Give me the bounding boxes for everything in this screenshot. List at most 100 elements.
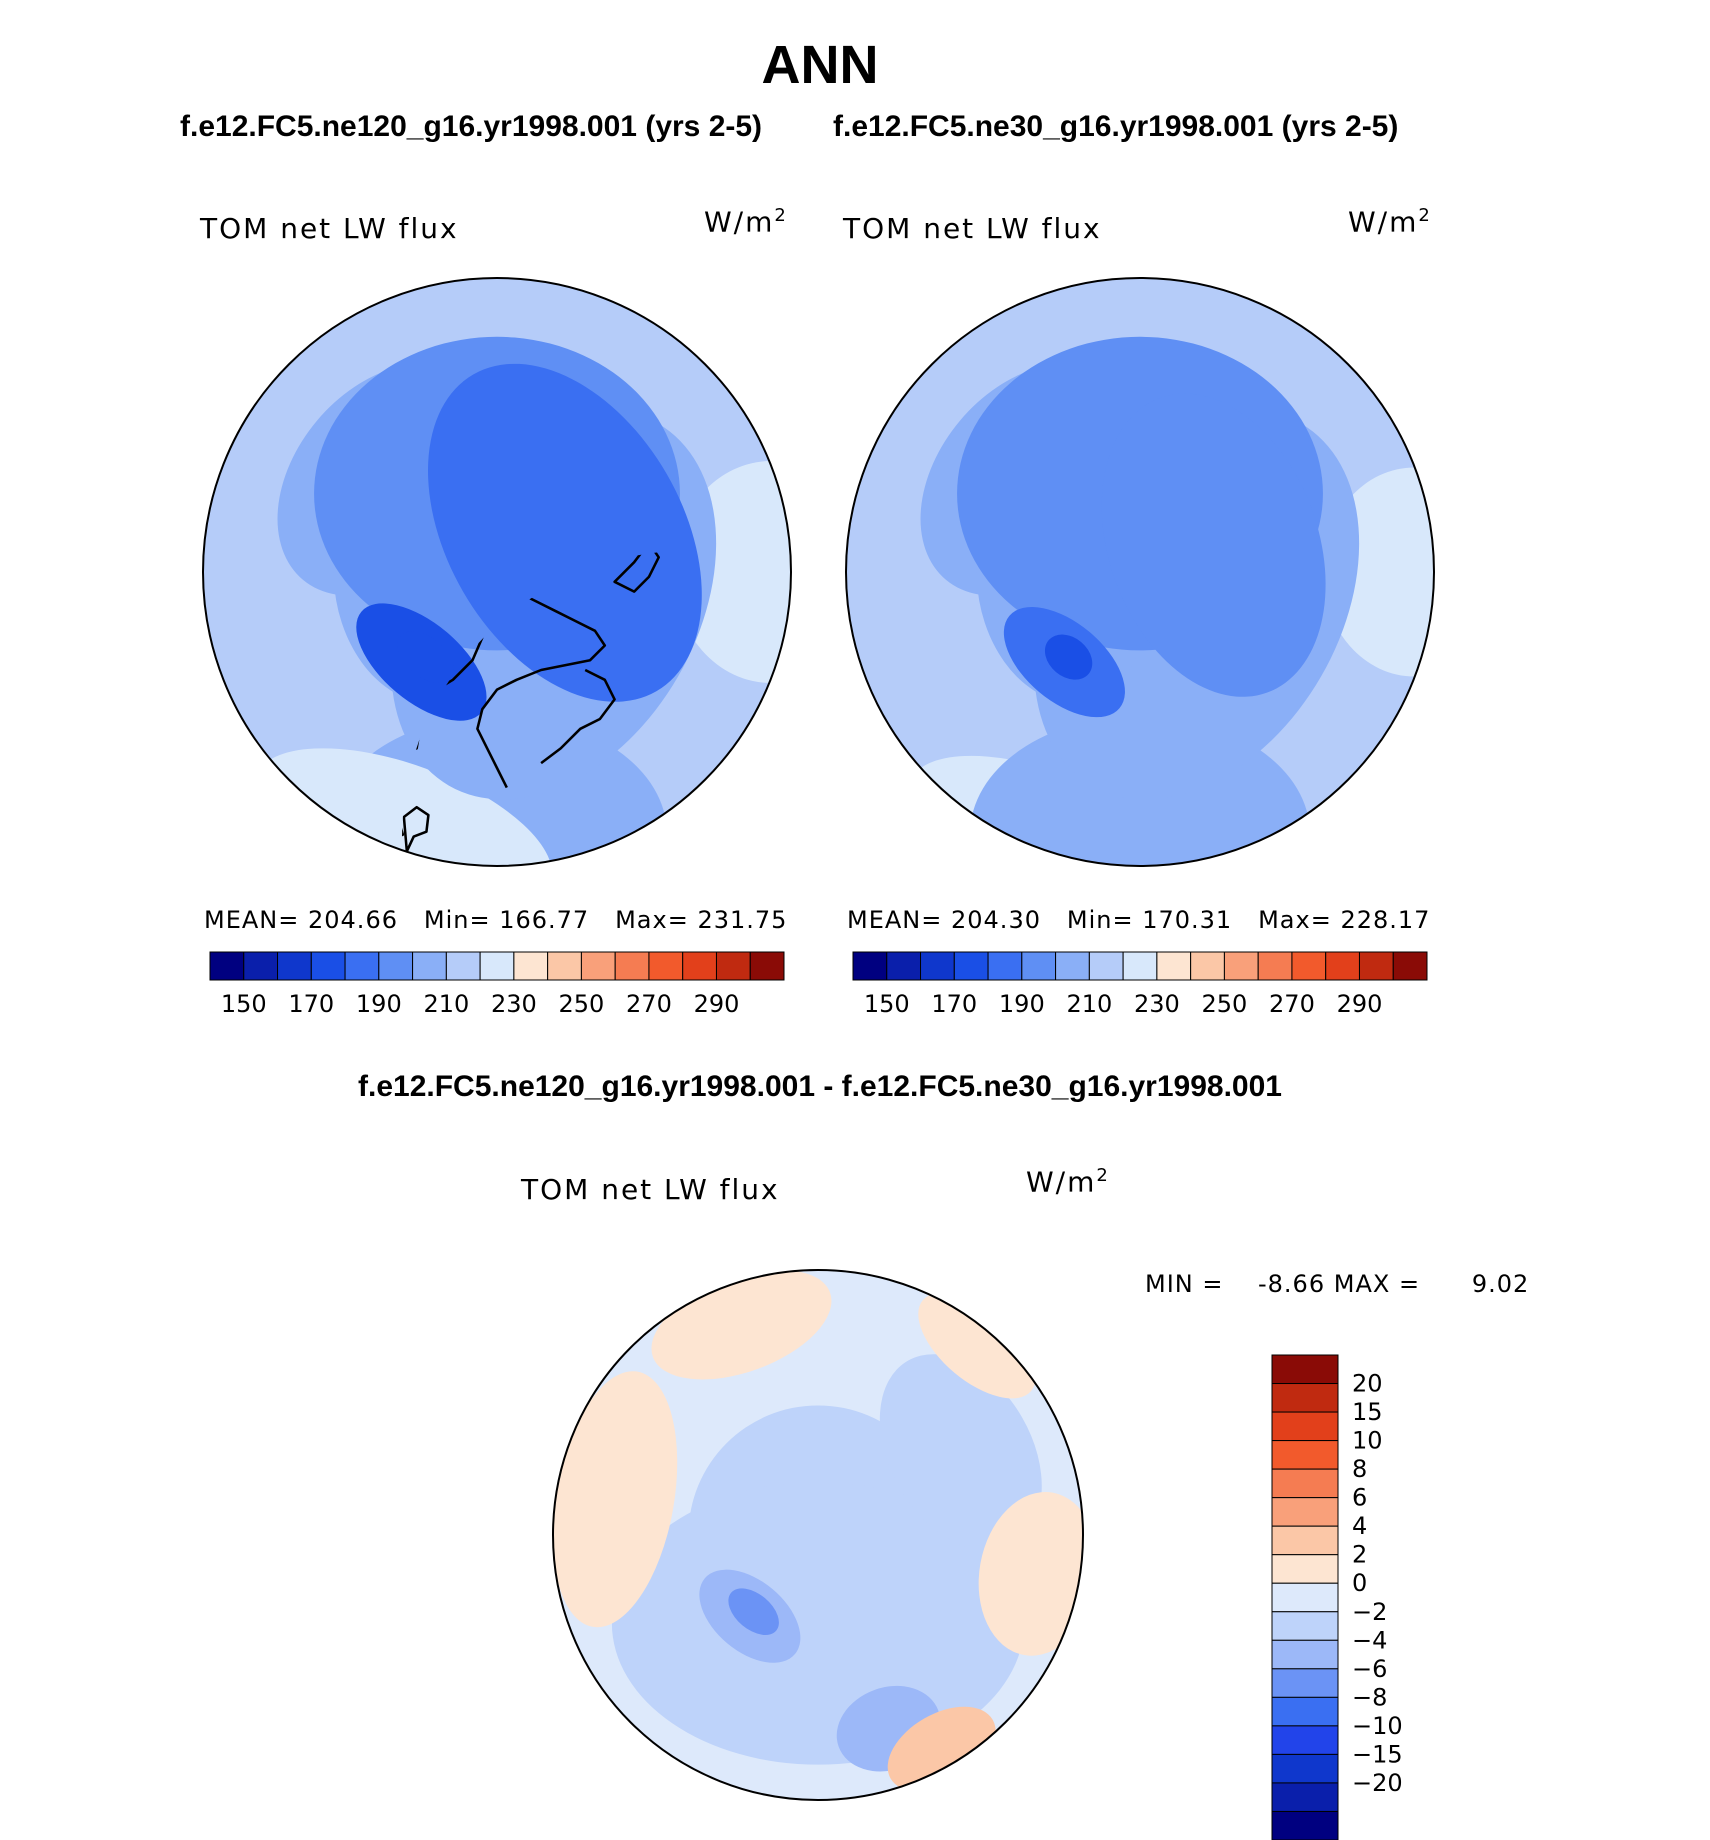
panel-a-max: 231.75 [697,906,788,934]
diff-colorbar-tick-13: −15 [1352,1740,1403,1768]
diff-colorbar-box-1 [1271,1383,1339,1413]
panel-b-map [845,277,1435,867]
panel-b-field-region-0 [1322,467,1434,677]
panel-a-colorbar-box-15 [715,951,751,981]
diff-min: -8.66 [1258,1270,1326,1298]
panel-b-colorbar-box-1 [886,951,922,981]
panel-b-colorbar-box-14 [1325,951,1360,981]
panel-b-colorbar-box-0 [852,951,888,981]
diff-colorbar-box-10 [1271,1639,1339,1670]
panel-a-map-boundary [202,277,792,867]
panel-a-field-region-0 [673,460,791,684]
panel-b-colorbar-box-2 [920,951,955,981]
panel-a-field-region-9 [397,631,454,683]
diff-map-boundary [552,1269,1084,1801]
panel-a-colorbar-tick-7: 290 [694,990,740,1018]
panel-b-title: f.e12.FC5.ne30_g16.yr1998.001 (yrs 2-5) [833,110,1399,143]
diff-colorbar-box-3 [1271,1440,1339,1470]
panel-b-variable: TOM net LW flux [843,212,1102,245]
panel-b-colorbar-box-3 [953,951,989,981]
panel-a-colorbar-box-11 [580,951,616,981]
diff-variable: TOM net LW flux [521,1173,780,1206]
panel-b-colorbar-box-15 [1358,951,1394,981]
diff-colorbar-tick-1: 15 [1352,1398,1383,1426]
panel-b-colorbar-box-5 [1021,951,1057,981]
diff-colorbar-tick-12: −10 [1352,1712,1403,1740]
panel-a-colorbar-tick-6: 270 [626,990,672,1018]
panel-b-min: 170.31 [1142,906,1233,934]
panel-a-colorbar-box-12 [614,951,650,981]
panel-b-colorbar-box-4 [987,951,1023,981]
diff-colorbar-tick-4: 6 [1352,1484,1367,1512]
diff-field-region-7 [978,1492,1083,1656]
panel-a-colorbar-box-13 [648,951,684,981]
diff-units: W/m2 [1026,1165,1110,1199]
panel-b-colorbar-box-7 [1088,951,1124,981]
panel-a-colorbar-box-16 [749,951,785,981]
panel-a-colorbar-box-9 [513,951,549,981]
panel-b-colorbar-tick-2: 190 [999,990,1045,1018]
panel-a-title: f.e12.FC5.ne120_g16.yr1998.001 (yrs 2-5) [180,110,763,143]
diff-colorbar-box-13 [1271,1725,1339,1755]
panel-a-stats: MEAN= 204.66 Min= 166.77 Max= 231.75 [204,906,788,934]
panel-a-colorbar-box-2 [277,951,312,981]
diff-colorbar-tick-5: 4 [1352,1512,1367,1540]
diff-field-region-10 [918,1292,1036,1399]
diff-colorbar-box-6 [1271,1525,1339,1556]
panel-b-colorbar: 150 170 190 210 230 250 270 290 [852,951,1428,1018]
diff-colorbar-box-5 [1271,1497,1339,1527]
diff-colorbar-box-11 [1271,1668,1339,1698]
panel-b-colorbar-box-6 [1055,951,1090,981]
diff-colorbar-box-14 [1271,1753,1339,1784]
panel-a-colorbar-box-1 [243,951,279,981]
panel-a-colorbar: 150 170 190 210 230 250 270 290 [209,951,785,1018]
panel-b-colorbar-box-11 [1223,951,1259,981]
panel-b-field-region-7 [1101,393,1326,697]
panel-a-field-region-7 [428,363,702,702]
diff-field-region-4 [879,1354,1042,1551]
panel-a-colorbar-box-14 [682,951,717,981]
diff-panel-title: f.e12.FC5.ne120_g16.yr1998.001 - f.e12.F… [358,1070,1282,1103]
panel-a-variable: TOM net LW flux [200,212,459,245]
panel-b-colorbar-tick-6: 270 [1269,990,1315,1018]
panel-a-colorbar-tick-3: 210 [423,990,469,1018]
diff-colorbar-box-0 [1271,1354,1339,1385]
panel-a-colorbar-box-6 [412,951,447,981]
diff-colorbar-box-8 [1271,1582,1339,1613]
panel-a-colorbar-tick-1: 170 [288,990,334,1018]
panel-b-colorbar-tick-5: 250 [1202,990,1248,1018]
diff-colorbar-box-15 [1271,1782,1339,1812]
panel-a-units: W/m2 [704,205,788,239]
diff-field-region-3 [728,1588,779,1635]
diff-colorbar-box-7 [1271,1554,1339,1584]
panel-a-min: 166.77 [499,906,590,934]
panel-b-field-region-9 [1044,634,1093,680]
diff-colorbar-tick-10: −6 [1352,1655,1387,1683]
panel-a-colorbar-box-7 [445,951,481,981]
diff-colorbar-tick-14: −20 [1352,1769,1403,1797]
diff-colorbar-tick-7: 0 [1352,1569,1367,1597]
diff-colorbar-box-12 [1271,1696,1339,1727]
diff-colorbar-box-4 [1271,1468,1339,1499]
panel-a-colorbar-box-8 [479,951,515,981]
panel-b-colorbar-tick-1: 170 [931,990,977,1018]
panel-b-map-boundary [845,277,1435,867]
panel-b-units: W/m2 [1348,205,1432,239]
panel-a-colorbar-tick-0: 150 [221,990,267,1018]
panel-b-colorbar-tick-7: 290 [1337,990,1383,1018]
diff-colorbar-box-16 [1271,1810,1339,1840]
diff-colorbar-tick-3: 8 [1352,1455,1367,1483]
panel-a-colorbar-box-3 [310,951,346,981]
panel-a-colorbar-box-4 [344,951,380,981]
panel-b-colorbar-tick-4: 230 [1134,990,1180,1018]
main-title: ANN [761,35,879,95]
panel-b-colorbar-box-9 [1156,951,1192,981]
panel-b-colorbar-box-16 [1392,951,1428,981]
diff-map [552,1269,1084,1801]
diff-colorbar-tick-9: −4 [1352,1626,1387,1654]
diff-colorbar-tick-8: −2 [1352,1598,1387,1626]
diff-colorbar-box-2 [1271,1411,1339,1442]
diff-stats: MIN = -8.66 MAX = 9.02 [1145,1270,1530,1298]
